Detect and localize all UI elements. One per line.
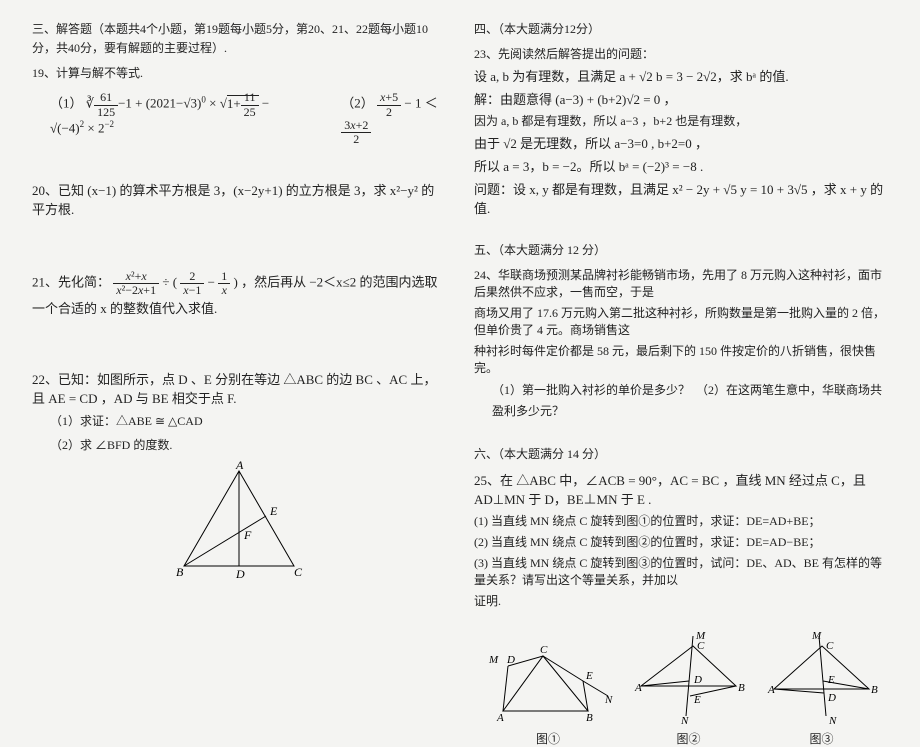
- q24-l3: 种衬衫时每件定价都是 58 元，最后剩下的 150 件按定价的八折销售，很快售完…: [474, 342, 888, 376]
- q22-text: 22、已知：如图所示，点 D 、E 分别在等边 △ABC 的边 BC 、AC 上…: [32, 369, 446, 407]
- f1-M: M: [488, 654, 499, 666]
- label-B: B: [176, 565, 184, 579]
- q23-l3: 解：由题意得 (a−3) + (b+2)√2 = 0 ，: [474, 89, 888, 108]
- label-D: D: [235, 567, 245, 581]
- q22-p1: （1）求证：△ABE ≅ △CAD: [50, 411, 446, 431]
- fig1-caption: 图①: [483, 730, 613, 747]
- q23-l4: 因为 a, b 都是有理数，所以 a−3 ，b+2 也是有理数，: [474, 112, 888, 129]
- f1-D: D: [506, 654, 515, 666]
- question-21: 21、先化简： x²+xx²−2x+1 ÷ ( 2x−1 − 1x ) ，然后再…: [32, 270, 446, 320]
- question-20: 20、已知 (x−1) 的算术平方根是 3，(x−2y+1) 的立方根是 3，求…: [32, 180, 446, 222]
- exam-page: 三、解答题（本题共4个小题，第19题每小题5分，第20、21、22题每小题10分…: [0, 0, 920, 647]
- f2-E: E: [693, 694, 701, 706]
- f2-N: N: [680, 715, 689, 726]
- fig3-caption: 图③: [764, 730, 879, 747]
- section6-heading: 六、（本大题满分 14 分）: [474, 445, 888, 464]
- q25-l4: (3) 当直线 MN 绕点 C 旋转到图③的位置时，试问：DE、AD、BE 有怎…: [474, 554, 888, 588]
- q20-text: 20、已知 (x−1) 的算术平方根是 3，(x−2y+1) 的立方根是 3，求…: [32, 180, 446, 218]
- section3-heading: 三、解答题（本题共4个小题，第19题每小题5分，第20、21、22题每小题10分…: [32, 20, 446, 58]
- q24-l4: （1）第一批购入衬衫的单价是多少？ （2）在这两笔生意中，华联商场共盈利多少元？: [492, 380, 888, 421]
- q19-part1-label: （1）: [50, 96, 83, 111]
- question-25: 25、在 △ABC 中，∠ACB = 90°，AC = BC ，直线 MN 经过…: [474, 470, 888, 613]
- f2-D: D: [693, 674, 702, 686]
- question-22: 22、已知：如图所示，点 D 、E 分别在等边 △ABC 的边 BC 、AC 上…: [32, 369, 446, 582]
- q23-l7: 问题：设 x, y 都是有理数，且满足 x² − 2y + √5 y = 10 …: [474, 179, 888, 217]
- f3-M: M: [811, 631, 822, 642]
- f2-C: C: [697, 640, 705, 652]
- f2-A: A: [634, 682, 642, 694]
- q19-part1: （1） ∛61125−1 + (2021−√3)0 × √1+1125 − √(…: [50, 91, 281, 146]
- f3-E: E: [827, 674, 835, 686]
- left-column: 三、解答题（本题共4个小题，第19题每小题5分，第20、21、22题每小题10分…: [18, 20, 460, 637]
- q19-formula-row: （1） ∛61125−1 + (2021−√3)0 × √1+1125 − √(…: [50, 91, 446, 146]
- q24-l1: 24、华联商场预测某品牌衬衫能畅销市场，先用了 8 万元购入这种衬衫，面市后果然…: [474, 266, 888, 300]
- q23-l6: 所以 a = 3，b = −2。所以 bᵃ = (−2)³ = −8 .: [474, 156, 888, 175]
- q25-l2: (1) 当直线 MN 绕点 C 旋转到图①的位置时，求证：DE=AD+BE；: [474, 512, 888, 529]
- question-23: 23、先阅读然后解答提出的问题： 设 a, b 为有理数，且满足 a + √2 …: [474, 45, 888, 221]
- q24-l2: 商场又用了 17.6 万元购入第二批这种衬衫，所购数量是第一批购入量的 2 倍，…: [474, 304, 888, 338]
- q22-figure: A B C D E F: [154, 461, 324, 581]
- q19-part2-label: （2）: [341, 96, 374, 111]
- q25-l1: 25、在 △ABC 中，∠ACB = 90°，AC = BC ，直线 MN 经过…: [474, 470, 888, 508]
- label-A: A: [235, 461, 244, 472]
- label-F: F: [243, 528, 252, 542]
- q19-title: 19、计算与解不等式.: [32, 64, 446, 81]
- q23-l5: 由于 √2 是无理数，所以 a−3=0 , b+2=0 ，: [474, 133, 888, 152]
- q21-line: 21、先化简： x²+xx²−2x+1 ÷ ( 2x−1 − 1x ) ，然后再…: [32, 270, 446, 316]
- f3-B: B: [871, 684, 878, 696]
- right-column: 四、（本大题满分12分） 23、先阅读然后解答提出的问题： 设 a, b 为有理…: [460, 20, 902, 637]
- figure-2: M C A B D E N 图②: [631, 631, 746, 747]
- q25-figures: M D C E N A B 图①: [474, 631, 888, 747]
- q19-part2: （2） x+52 − 1 ＜ 3x+22: [341, 91, 446, 146]
- label-E: E: [269, 504, 278, 518]
- f3-D: D: [827, 692, 836, 704]
- f1-E: E: [585, 670, 593, 682]
- question-19: 19、计算与解不等式. （1） ∛61125−1 + (2021−√3)0 × …: [32, 64, 446, 146]
- f2-B: B: [738, 682, 745, 694]
- q25-l3: (2) 当直线 MN 绕点 C 旋转到图②的位置时，求证：DE=AD−BE；: [474, 533, 888, 550]
- f3-C: C: [826, 640, 834, 652]
- q23-l1: 23、先阅读然后解答提出的问题：: [474, 45, 888, 62]
- q23-l2: 设 a, b 为有理数，且满足 a + √2 b = 3 − 2√2，求 bᵃ …: [474, 66, 888, 85]
- f1-A: A: [496, 712, 504, 724]
- label-C: C: [294, 565, 303, 579]
- figure-3: M C A B E D N 图③: [764, 631, 879, 747]
- fig2-caption: 图②: [631, 730, 746, 747]
- q21-pre: 21、先化简：: [32, 275, 110, 290]
- f3-A: A: [767, 684, 775, 696]
- question-24: 24、华联商场预测某品牌衬衫能畅销市场，先用了 8 万元购入这种衬衫，面市后果然…: [474, 266, 888, 425]
- q25-l5: 证明.: [474, 592, 888, 609]
- f3-N: N: [828, 715, 837, 726]
- q22-p2: （2）求 ∠BFD 的度数.: [50, 435, 446, 455]
- f1-B: B: [586, 712, 593, 724]
- section5-heading: 五、（本大题满分 12 分）: [474, 241, 888, 260]
- figure-1: M D C E N A B 图①: [483, 641, 613, 747]
- f1-C: C: [540, 644, 548, 656]
- f1-N: N: [604, 694, 613, 706]
- section4-heading: 四、（本大题满分12分）: [474, 20, 888, 39]
